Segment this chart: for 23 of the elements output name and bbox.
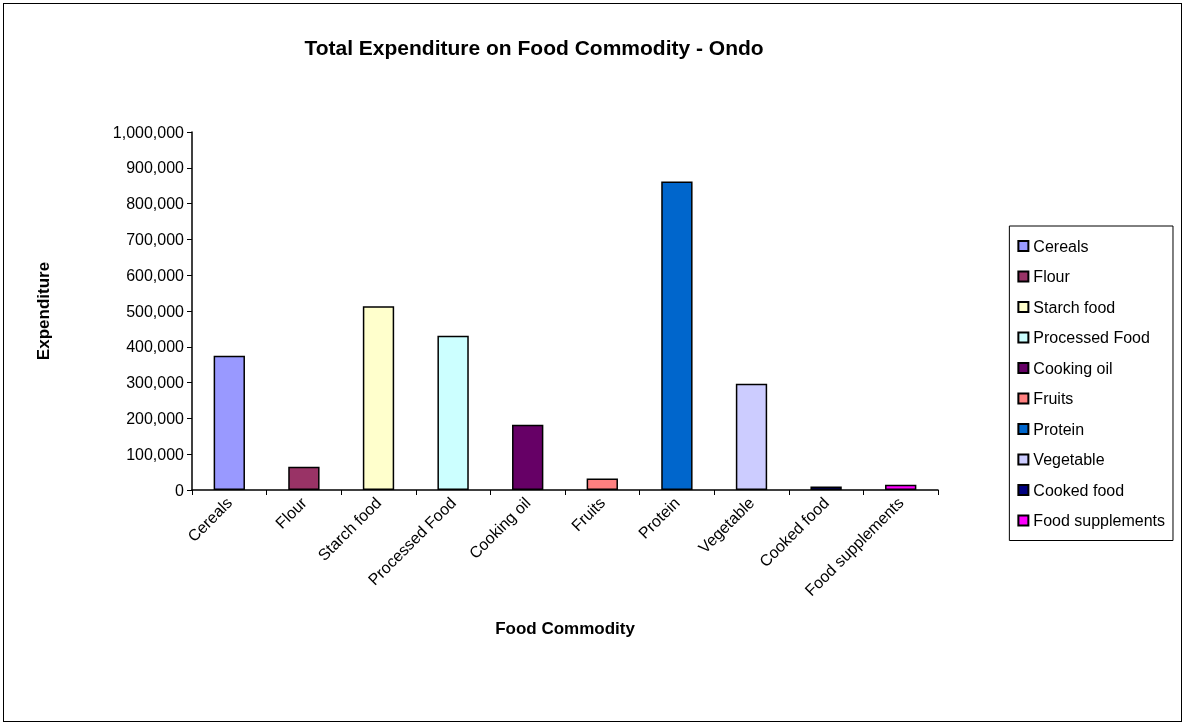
y-tick-label: 300,000 (126, 374, 185, 392)
y-tick-label: 100,000 (126, 445, 185, 463)
legend-label: Starch food (1033, 298, 1116, 316)
legend-label: Cereals (1033, 237, 1089, 255)
y-tick-label: 1,000,000 (112, 123, 185, 141)
legend-label: Cooked food (1033, 481, 1125, 499)
legend-label: Fruits (1033, 390, 1074, 407)
legend-label: Protein (1033, 420, 1085, 438)
y-tick-label: 800,000 (126, 195, 185, 213)
chart-title: Total Expenditure on Food Commodity - Ondo (304, 36, 764, 59)
y-tick-label: 600,000 (126, 266, 185, 284)
y-tick-label: 500,000 (126, 302, 185, 320)
y-tick-label: 900,000 (126, 159, 185, 177)
x-axis-title: Food Commodity (495, 619, 636, 638)
legend-label: Flour (1033, 268, 1071, 285)
y-tick-label: 400,000 (126, 338, 185, 356)
legend-label: Cooking oil (1033, 359, 1113, 377)
y-tick-label: 0 (175, 481, 185, 499)
legend-label: Vegetable (1033, 451, 1105, 468)
y-tick-label: 700,000 (126, 230, 185, 248)
y-tick-label: 200,000 (126, 409, 185, 427)
y-axis-title: Expenditure (34, 261, 53, 361)
legend-label: Processed Food (1033, 329, 1150, 346)
